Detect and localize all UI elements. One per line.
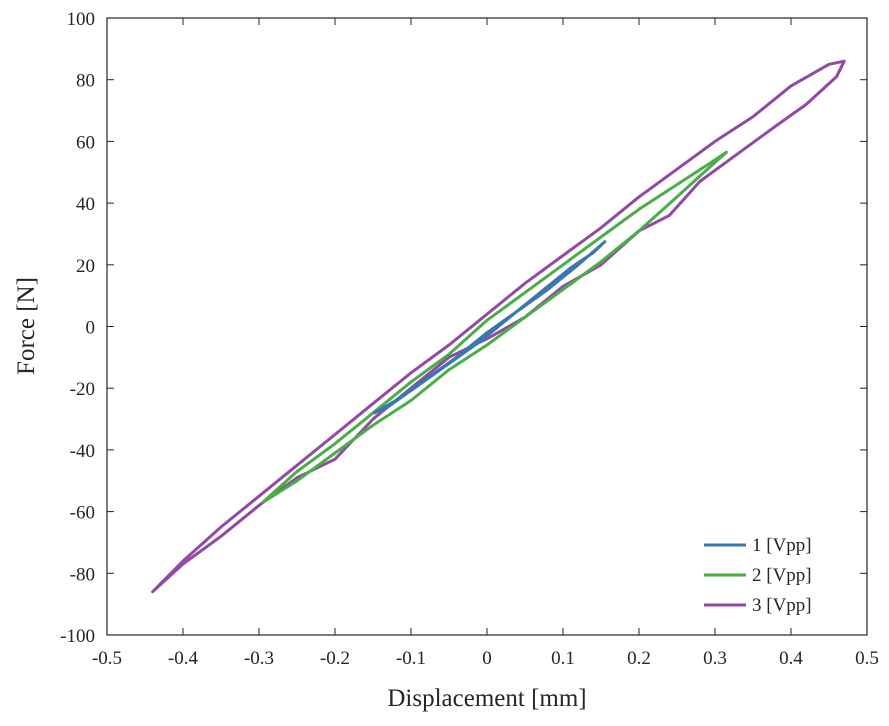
x-tick-label: -0.2: [320, 648, 350, 669]
y-tick-label: -40: [70, 441, 95, 462]
series-layer: [151, 59, 846, 594]
x-tick-label: 0.2: [627, 648, 651, 669]
x-tick-label: 0.5: [855, 648, 879, 669]
y-tick-label: 80: [76, 71, 95, 92]
y-axis-ticks: -100 -80 -60 -40 -20 0 20 40 60 80 100: [60, 9, 867, 647]
legend-label-1: 1 [Vpp]: [752, 535, 812, 556]
x-tick-label: -0.5: [92, 648, 122, 669]
y-tick-label: 0: [86, 318, 96, 339]
y-tick-label: 20: [76, 256, 95, 277]
y-axis-label: Force [N]: [13, 277, 40, 375]
x-axis-label: Displacement [mm]: [387, 685, 586, 712]
series-line-2: [261, 150, 728, 504]
x-tick-label: 0.4: [779, 648, 803, 669]
x-tick-label: 0: [482, 648, 492, 669]
y-tick-label: -100: [60, 626, 95, 647]
x-tick-label: 0.3: [703, 648, 727, 669]
y-tick-label: -20: [70, 379, 95, 400]
y-tick-label: 60: [76, 132, 95, 153]
x-tick-label: -0.1: [396, 648, 426, 669]
y-tick-label: 100: [67, 9, 96, 30]
series-line-1: [373, 240, 607, 415]
legend-label-2: 2 [Vpp]: [752, 565, 812, 586]
x-tick-label: -0.3: [244, 648, 274, 669]
x-tick-label: -0.4: [168, 648, 199, 669]
legend-label-3: 3 [Vpp]: [752, 595, 812, 616]
y-tick-label: -80: [70, 564, 95, 585]
x-tick-label: 0.1: [551, 648, 575, 669]
y-tick-label: 40: [76, 194, 95, 215]
y-tick-label: -60: [70, 503, 95, 524]
legend: 1 [Vpp] 2 [Vpp] 3 [Vpp]: [692, 528, 836, 620]
x-axis-ticks: -0.5 -0.4 -0.3 -0.2 -0.1 0 0.1 0.2 0.3 0.4 0.5: [92, 18, 879, 669]
